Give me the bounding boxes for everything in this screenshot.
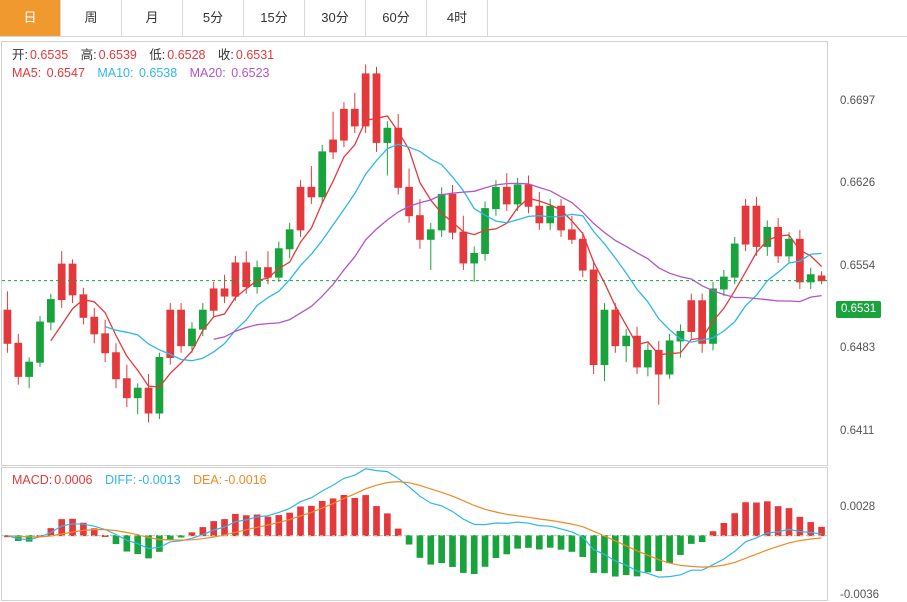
tab-5min[interactable]: 5分 (183, 0, 244, 36)
price-tick-1: 0.6626 (840, 177, 876, 189)
ma5-value: 0.6547 (46, 66, 85, 80)
tab-week[interactable]: 周 (61, 0, 122, 36)
chart-area[interactable]: 开: 0.6535 高: 0.6539 低: 0.6528 收: 0.6531 MA5:… (0, 37, 907, 602)
dea-label: DEA: (193, 473, 223, 487)
tab-15min[interactable]: 15分 (244, 0, 305, 36)
open-label: 开: (12, 48, 28, 62)
price-panel[interactable]: 开: 0.6535 高: 0.6539 低: 0.6528 收: 0.6531 MA5:… (0, 37, 907, 467)
timeframe-tabbar: 日 周 月 5分 15分 30分 60分 4时 (0, 0, 907, 37)
ma20-label: MA20: (189, 66, 226, 80)
diff-value: -0.0013 (138, 473, 181, 487)
tab-day[interactable]: 日 (0, 0, 61, 36)
tab-month[interactable]: 月 (122, 0, 183, 36)
diff-label: DIFF: (104, 473, 137, 487)
close-label: 收: (217, 48, 234, 62)
macd-tick-0: 0.0028 (840, 501, 876, 513)
last-price-tag: 0.6531 (836, 301, 882, 318)
candlestick-plot (2, 64, 827, 423)
tab-60min-label: 60分 (382, 10, 410, 25)
macd-legend: MACD: 0.0006 DIFF: -0.0013 DEA: -0.0016 (12, 472, 269, 489)
ma10-value: 0.6538 (138, 66, 178, 80)
open-value: 0.6535 (29, 48, 69, 62)
price-tick-4: 0.6411 (840, 425, 875, 437)
tab-60min[interactable]: 60分 (366, 0, 427, 36)
close-value: 0.6531 (235, 48, 275, 62)
ohlc-legend: 开: 0.6535 高: 0.6539 低: 0.6528 收: 0.6531 (12, 47, 276, 64)
low-label: 低: (149, 48, 166, 62)
macd-plot (2, 468, 827, 578)
ma20-value: 0.6523 (231, 66, 270, 80)
tab-5min-label: 5分 (202, 10, 224, 25)
macd-plot-border (1, 467, 828, 601)
tab-week-label: 周 (84, 10, 98, 25)
ma5-label: MA5: (12, 66, 42, 80)
price-tick-0: 0.6697 (840, 95, 876, 107)
ma10-label: MA10: (97, 66, 134, 80)
low-value: 0.6528 (167, 48, 206, 62)
price-plot-border (1, 41, 828, 466)
dea-value: -0.0016 (224, 473, 267, 487)
tab-15min-label: 15分 (260, 10, 288, 25)
tab-4hour[interactable]: 4时 (427, 0, 488, 36)
macd-label: MACD: (12, 473, 53, 487)
tab-30min[interactable]: 30分 (305, 0, 366, 36)
price-tick-2: 0.6554 (840, 260, 876, 272)
macd-value: 0.0006 (54, 473, 93, 487)
high-value: 0.6539 (98, 48, 137, 62)
macd-tick-1: -0.0036 (840, 589, 880, 601)
high-label: 高: (80, 48, 97, 62)
ma-legend: MA5: 0.6547 MA10: 0.6538 MA20: 0.6523 (12, 65, 271, 82)
price-tick-3: 0.6483 (840, 342, 876, 354)
tab-30min-label: 30分 (321, 10, 349, 25)
tab-4hour-label: 4时 (446, 10, 468, 25)
tab-day-label: 日 (23, 10, 37, 25)
macd-panel[interactable]: MACD: 0.0006 DIFF: -0.0013 DEA: -0.0016 0.0… (0, 467, 907, 602)
tab-month-label: 月 (145, 10, 159, 25)
